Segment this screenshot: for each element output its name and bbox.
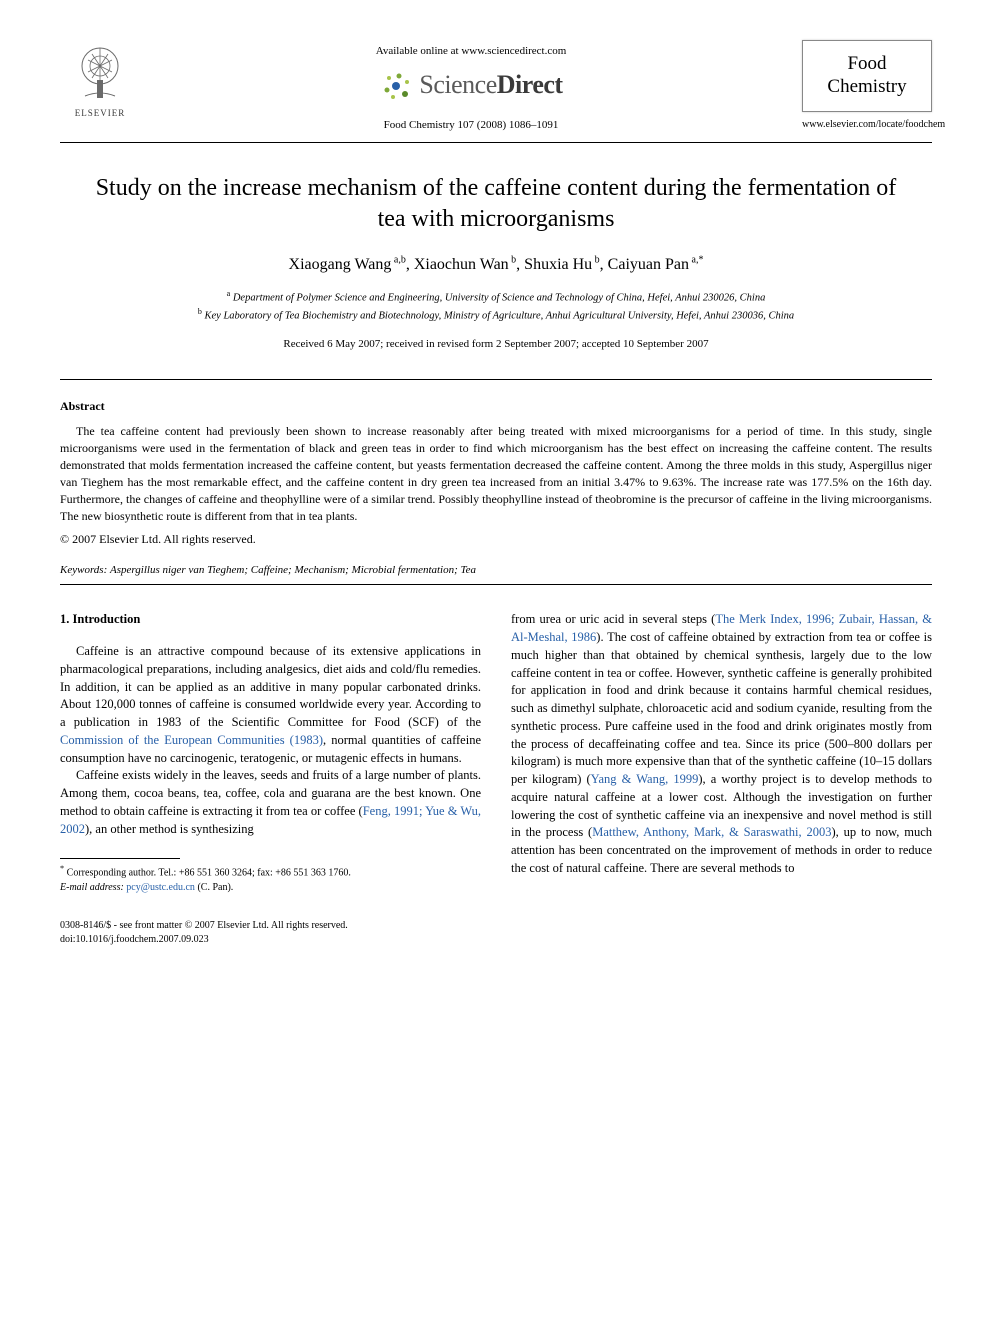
section-1-heading: 1. Introduction xyxy=(60,611,481,629)
page-header: ELSEVIER Available online at www.science… xyxy=(60,40,932,134)
journal-title-box: Food Chemistry xyxy=(802,40,932,112)
header-center: Available online at www.sciencedirect.co… xyxy=(140,40,802,134)
author-email-link[interactable]: pcy@ustc.edu.cn xyxy=(126,882,195,893)
author-2: Xiaochun Wan b xyxy=(414,256,516,273)
email-line: E-mail address: pcy@ustc.edu.cn (C. Pan)… xyxy=(60,881,481,895)
header-rule xyxy=(60,142,932,143)
intro-para-2: Caffeine exists widely in the leaves, se… xyxy=(60,767,481,838)
right-column: from urea or uric acid in several steps … xyxy=(511,611,932,894)
footer-front-matter: 0308-8146/$ - see front matter © 2007 El… xyxy=(60,919,932,933)
affiliation-a: a Department of Polymer Science and Engi… xyxy=(60,288,932,306)
article-title: Study on the increase mechanism of the c… xyxy=(60,173,932,235)
email-attribution: (C. Pan). xyxy=(197,882,233,893)
corresponding-footnote: * Corresponding author. Tel.: +86 551 36… xyxy=(60,863,481,894)
journal-url: www.elsevier.com/locate/foodchem xyxy=(802,118,932,133)
affiliation-b: b Key Laboratory of Tea Biochemistry and… xyxy=(60,306,932,324)
publisher-logo: ELSEVIER xyxy=(60,40,140,120)
page-footer: 0308-8146/$ - see front matter © 2007 El… xyxy=(60,919,932,947)
journal-box: Food Chemistry www.elsevier.com/locate/f… xyxy=(802,40,932,132)
abstract-bottom-rule xyxy=(60,584,932,585)
abstract-copyright: © 2007 Elsevier Ltd. All rights reserved… xyxy=(60,531,932,548)
left-column: 1. Introduction Caffeine is an attractiv… xyxy=(60,611,481,894)
email-label: E-mail address: xyxy=(60,882,124,893)
elsevier-tree-icon xyxy=(70,40,130,105)
author-3: Shuxia Hu b xyxy=(524,256,600,273)
corresponding-line: * Corresponding author. Tel.: +86 551 36… xyxy=(60,863,481,880)
ref-link-cec-1983[interactable]: Commission of the European Communities (… xyxy=(60,733,323,747)
author-4: Caiyuan Pan a,* xyxy=(608,256,704,273)
affiliations: a Department of Polymer Science and Engi… xyxy=(60,288,932,325)
keywords-label: Keywords: xyxy=(60,564,107,576)
sciencedirect-brand: ScienceDirect xyxy=(379,66,562,104)
keywords-line: Keywords: Aspergillus niger van Tieghem;… xyxy=(60,563,932,579)
author-1: Xiaogang Wang a,b xyxy=(289,256,406,273)
citation-line: Food Chemistry 107 (2008) 1086–1091 xyxy=(140,118,802,134)
journal-name-line1: Food xyxy=(813,53,921,76)
abstract-top-rule xyxy=(60,379,932,380)
article-dates: Received 6 May 2007; received in revised… xyxy=(60,337,932,353)
journal-name-line2: Chemistry xyxy=(813,76,921,99)
intro-para-1: Caffeine is an attractive compound becau… xyxy=(60,643,481,767)
sciencedirect-text: ScienceDirect xyxy=(419,66,562,104)
authors-line: Xiaogang Wang a,b, Xiaochun Wan b, Shuxi… xyxy=(60,253,932,276)
publisher-name: ELSEVIER xyxy=(75,107,126,120)
sciencedirect-icon xyxy=(379,68,413,102)
ref-link-matthew[interactable]: Matthew, Anthony, Mark, & Saraswathi, 20… xyxy=(592,825,831,839)
footer-doi: doi:10.1016/j.foodchem.2007.09.023 xyxy=(60,933,932,947)
keywords-value: Aspergillus niger van Tieghem; Caffeine;… xyxy=(110,564,476,576)
abstract-heading: Abstract xyxy=(60,398,932,415)
intro-para-2-cont: from urea or uric acid in several steps … xyxy=(511,611,932,877)
abstract-body: The tea caffeine content had previously … xyxy=(60,423,932,525)
footnote-separator xyxy=(60,858,180,859)
available-online-text: Available online at www.sciencedirect.co… xyxy=(140,44,802,60)
ref-link-yang-wang[interactable]: Yang & Wang, 1999 xyxy=(591,772,699,786)
body-columns: 1. Introduction Caffeine is an attractiv… xyxy=(60,611,932,894)
